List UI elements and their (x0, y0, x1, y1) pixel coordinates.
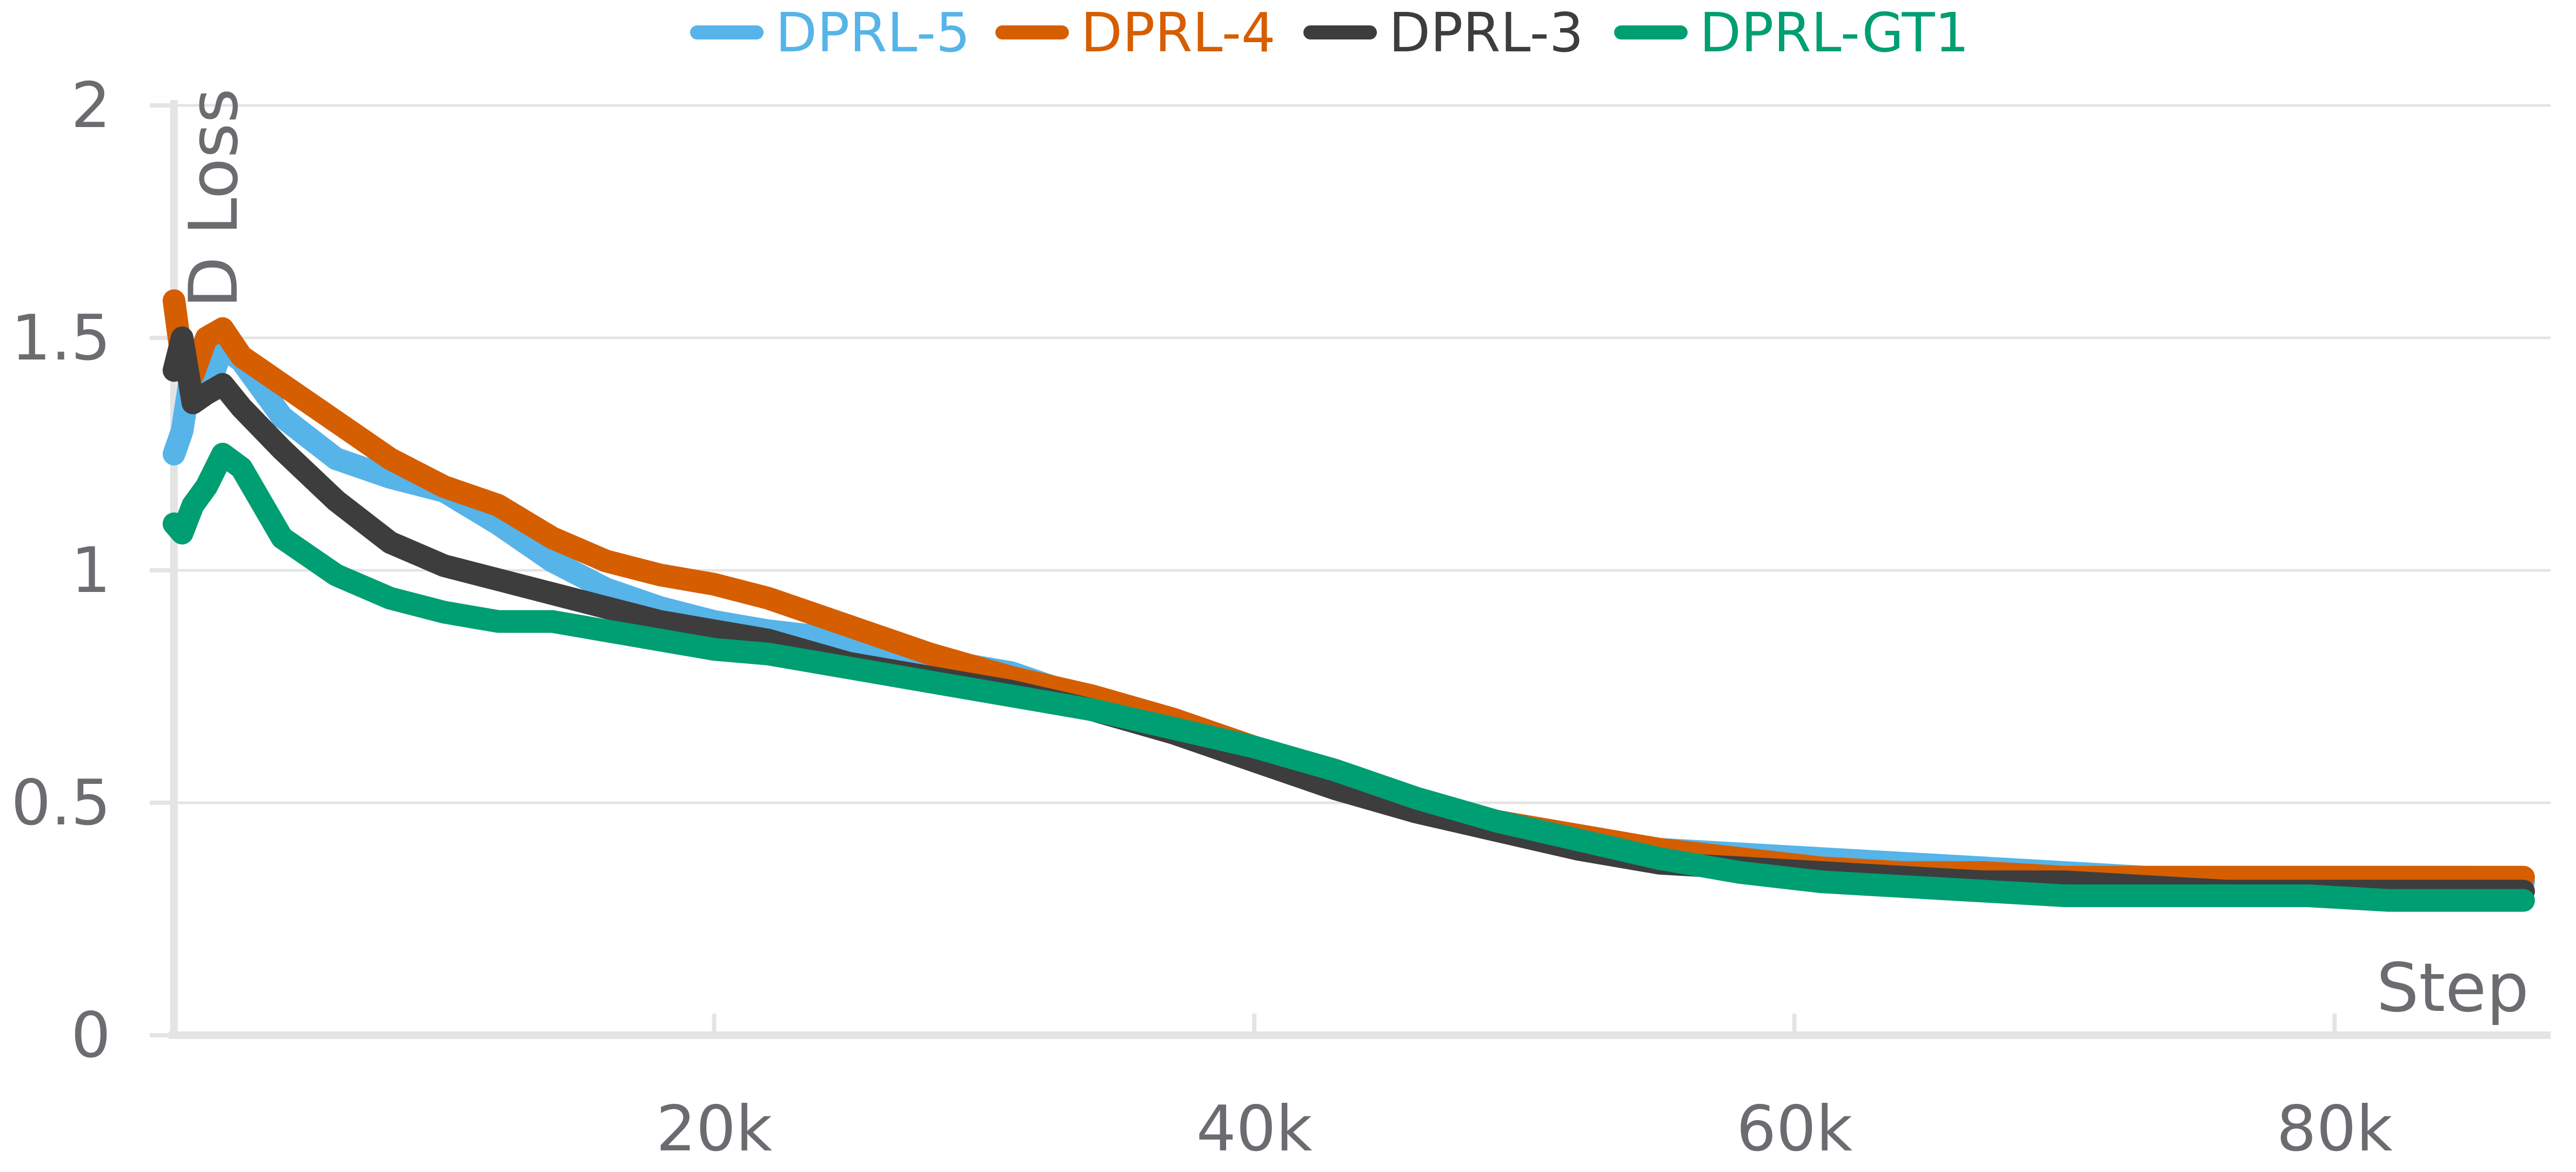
y-tick-label-0: 0 (71, 999, 111, 1072)
x-axis-label: Step (2377, 949, 2529, 1027)
legend-label: DPRL-3 (1389, 1, 1583, 64)
legend-label: DPRL-GT1 (1700, 1, 1969, 64)
y-tick-label-3: 1.5 (11, 302, 111, 375)
grid-lines (150, 104, 2551, 804)
x-axis-ticks: 20k 40k 60k 80k (656, 1014, 2393, 1166)
legend-item-dprl-4[interactable]: DPRL-4 (995, 1, 1275, 64)
legend-item-dprl-gt1[interactable]: DPRL-GT1 (1614, 1, 1969, 64)
series-end-marker-dprl-gt1 (2514, 890, 2534, 910)
legend[interactable]: DPRL-5 DPRL-4 DPRL-3 DPRL-GT1 (690, 1, 1969, 64)
y-axis-ticks: 0 0.5 1 1.5 2 (11, 69, 174, 1072)
legend-item-dprl-3[interactable]: DPRL-3 (1303, 1, 1583, 64)
y-tick-label-4: 2 (71, 69, 111, 142)
x-tick-label-1: 40k (1196, 1093, 1313, 1166)
x-tick-label-2: 60k (1736, 1093, 1852, 1166)
y-axis-label: D Loss (175, 88, 253, 308)
y-tick-label-2: 1 (71, 534, 111, 607)
legend-label: DPRL-4 (1081, 1, 1275, 64)
legend-label: DPRL-5 (775, 1, 970, 64)
x-tick-label-0: 20k (656, 1093, 772, 1166)
series-lines (163, 289, 2535, 912)
legend-item-dprl-5[interactable]: DPRL-5 (690, 1, 970, 64)
y-tick-label-1: 0.5 (11, 767, 111, 840)
x-tick-label-3: 80k (2277, 1093, 2393, 1166)
series-line-dprl-gt1 (163, 443, 2535, 912)
